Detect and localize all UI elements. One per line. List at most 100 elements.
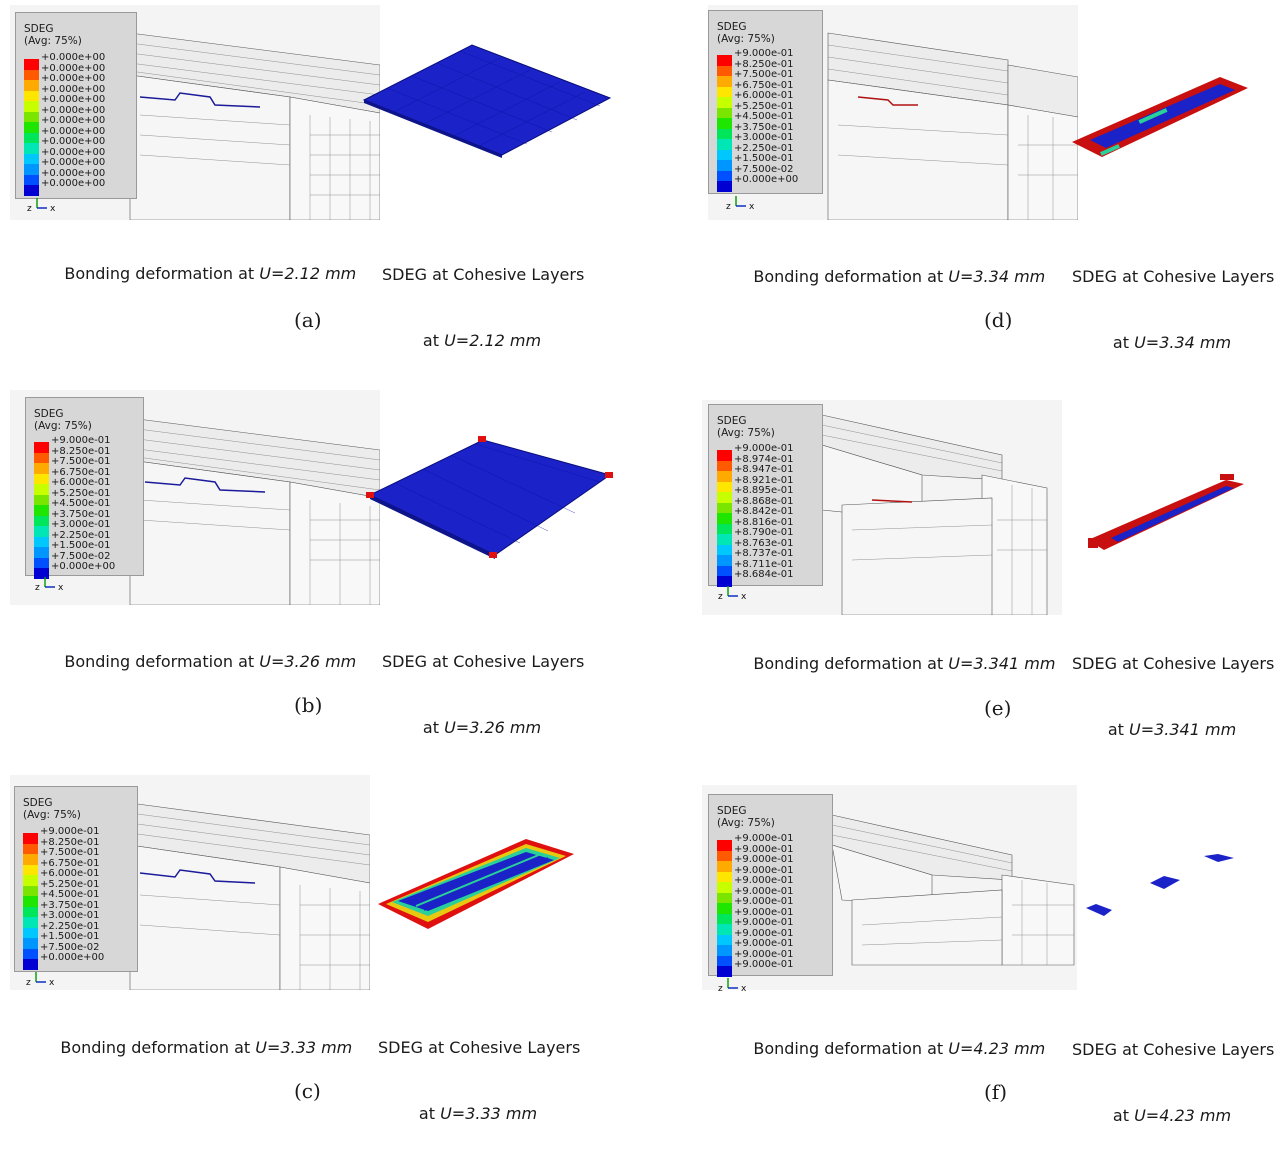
legend-swatch xyxy=(34,463,49,474)
legend-swatch xyxy=(717,118,732,129)
panel-e: SDEG (Avg: 75%) +9.000e-01 +8.974e-01 +8.9… xyxy=(690,390,1274,739)
legend-swatch xyxy=(23,917,38,928)
legend-swatch xyxy=(34,505,49,516)
legend-value: +6.000e-01 xyxy=(734,90,794,101)
legend-value: +9.000e-01 xyxy=(40,826,100,837)
legend-swatch xyxy=(34,473,49,484)
color-legend: SDEG (Avg: 75%) +9.000e-01 +8.250e-01 +7.5… xyxy=(708,10,823,194)
legend-swatch xyxy=(717,945,732,956)
legend-value: +0.000e+00 xyxy=(40,952,105,963)
legend-value: +1.500e-01 xyxy=(734,153,794,164)
sdeg-caption: SDEG at Cohesive Layers at U=3.341 mm xyxy=(1072,609,1274,785)
caption-prefix: Bonding deformation at xyxy=(64,264,260,283)
legend-value: +8.868e-01 xyxy=(734,495,794,507)
legend-swatch xyxy=(717,955,732,966)
color-legend: SDEG (Avg: 75%) +9.000e-01 +8.250e-01 +7.5… xyxy=(25,397,144,579)
legend-swatch xyxy=(23,938,38,949)
legend-swatch xyxy=(717,544,732,555)
caption-prefix: Bonding deformation at xyxy=(64,652,260,671)
legend-value: +3.000e-01 xyxy=(51,519,111,530)
legend-swatch xyxy=(34,526,49,537)
sdeg-caption-displacement: U=3.34 mm xyxy=(1134,333,1232,352)
caption-prefix: Bonding deformation at xyxy=(753,654,949,673)
legend-swatch xyxy=(23,896,38,907)
legend-value: +6.000e-01 xyxy=(40,868,100,879)
legend-values: +0.000e+00 +0.000e+00 +0.000e+00 +0.000e+00… xyxy=(41,52,106,190)
sdeg-caption-prefix: at xyxy=(1107,720,1129,739)
cohesive-layer-image xyxy=(1072,77,1248,157)
legend-subtitle: (Avg: 75%) xyxy=(717,33,775,45)
cohesive-layer-image xyxy=(378,839,574,929)
sdeg-caption: SDEG at Cohesive Layers at U=3.34 mm xyxy=(1072,222,1274,398)
legend-value: +7.500e-01 xyxy=(51,456,111,467)
legend-value: +3.000e-01 xyxy=(734,132,794,143)
legend-value: +8.790e-01 xyxy=(734,527,794,538)
legend-value: +2.250e-01 xyxy=(734,142,794,154)
caption-displacement: U=3.33 mm xyxy=(255,1038,353,1057)
triad-z-label: z xyxy=(718,984,723,994)
triad-z-label: z xyxy=(35,583,40,593)
legend-value: +2.250e-01 xyxy=(40,920,100,932)
sdeg-caption-displacement: U=3.26 mm xyxy=(444,718,542,737)
legend-swatch xyxy=(23,864,38,875)
legend-swatch xyxy=(24,153,39,164)
legend-value: +7.500e-02 xyxy=(51,550,111,562)
legend-value: +0.000e+00 xyxy=(41,115,106,126)
legend-value: +9.000e-01 xyxy=(734,917,794,928)
legend-value: +5.250e-01 xyxy=(40,878,100,890)
legend-title: SDEG xyxy=(717,415,747,427)
legend-swatch xyxy=(717,934,732,945)
legend-title: SDEG xyxy=(23,797,53,809)
triad-z-label: z xyxy=(718,592,723,602)
legend-value: +9.000e-01 xyxy=(734,864,794,876)
legend-value: +3.000e-01 xyxy=(40,910,100,921)
legend-value: +0.000e+00 xyxy=(41,73,106,84)
sdeg-caption-prefix: at xyxy=(1112,333,1135,352)
legend-value: +8.250e-01 xyxy=(734,58,794,70)
legend-value: +9.000e-01 xyxy=(734,843,794,855)
legend-value: +8.684e-01 xyxy=(734,569,794,580)
legend-swatch xyxy=(717,181,732,192)
legend-values: +9.000e-01 +8.974e-01 +8.947e-01 +8.921e-01… xyxy=(734,443,794,581)
triad-z-label: z xyxy=(27,204,32,214)
legend-value: +9.000e-01 xyxy=(734,48,794,59)
legend-value: +9.000e-01 xyxy=(51,435,111,446)
legend-color-bar xyxy=(717,840,732,977)
sdeg-caption-prefix: at xyxy=(422,331,445,350)
sdeg-caption-line1: SDEG at Cohesive Layers xyxy=(1072,1040,1274,1059)
legend-value: +0.000e+00 xyxy=(41,136,106,147)
sdeg-caption-line1: SDEG at Cohesive Layers xyxy=(378,1038,581,1057)
legend-swatch xyxy=(23,843,38,854)
caption-displacement: U=3.26 mm xyxy=(259,652,357,671)
legend-color-bar xyxy=(23,833,38,970)
deformation-caption: Bonding deformation at U=2.12 mm xyxy=(44,245,356,302)
legend-value: +6.000e-01 xyxy=(51,477,111,488)
cohesive-layer-image xyxy=(362,44,612,158)
legend-swatch xyxy=(34,515,49,526)
legend-swatch xyxy=(24,101,39,112)
legend-swatch xyxy=(23,875,38,886)
legend-value: +0.000e+00 xyxy=(41,104,106,116)
legend-value: +0.000e+00 xyxy=(41,94,106,105)
legend-title: SDEG xyxy=(717,21,747,33)
subfigure-label: (a) xyxy=(294,308,322,332)
legend-swatch xyxy=(717,107,732,118)
legend-color-bar xyxy=(717,55,732,192)
color-legend: SDEG (Avg: 75%) +0.000e+00 +0.000e+00 +0.0… xyxy=(15,12,137,199)
legend-value: +6.750e-01 xyxy=(734,79,794,91)
legend-value: +8.974e-01 xyxy=(734,453,794,465)
caption-displacement: U=4.23 mm xyxy=(948,1039,1046,1058)
legend-swatch xyxy=(717,534,732,545)
legend-value: +9.000e-01 xyxy=(734,854,794,865)
legend-swatch xyxy=(717,966,732,977)
legend-swatch xyxy=(23,833,38,844)
legend-value: +6.750e-01 xyxy=(40,857,100,869)
subfigure-label: (b) xyxy=(294,693,323,717)
sdeg-caption-prefix: at xyxy=(422,718,445,737)
legend-swatch xyxy=(717,160,732,171)
legend-swatch xyxy=(717,513,732,524)
legend-value: +8.842e-01 xyxy=(734,506,794,517)
legend-swatch xyxy=(717,460,732,471)
